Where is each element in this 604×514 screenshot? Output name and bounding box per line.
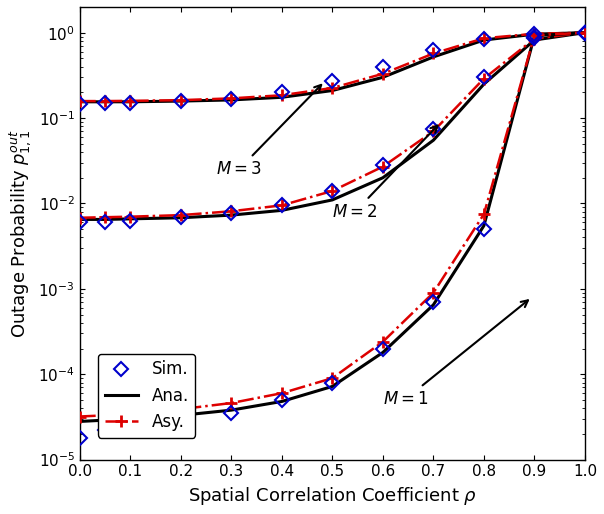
Legend: Sim., Ana., Asy.: Sim., Ana., Asy. <box>98 354 195 438</box>
Text: $M=3$: $M=3$ <box>216 85 321 178</box>
Y-axis label: Outage Probability $p_{1,1}^{out}$: Outage Probability $p_{1,1}^{out}$ <box>7 129 33 338</box>
Text: $M=1$: $M=1$ <box>383 300 528 408</box>
X-axis label: Spatial Correlation Coefficient $\rho$: Spatial Correlation Coefficient $\rho$ <box>188 485 477 507</box>
Text: $M=2$: $M=2$ <box>332 125 437 221</box>
